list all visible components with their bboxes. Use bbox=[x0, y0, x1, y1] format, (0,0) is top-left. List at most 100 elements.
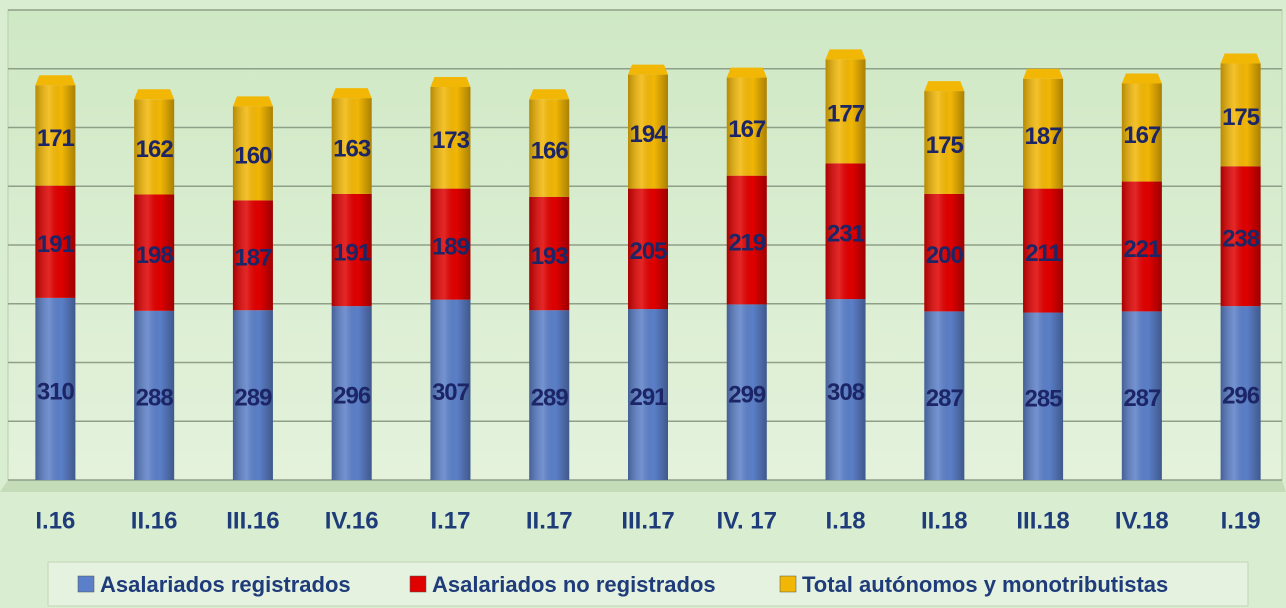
value-label: 187 bbox=[234, 245, 272, 272]
value-label: 160 bbox=[234, 143, 272, 170]
value-label: 167 bbox=[1123, 122, 1161, 149]
bar-cap bbox=[1220, 53, 1261, 64]
value-label: 200 bbox=[926, 242, 964, 269]
legend-label: Asalariados no registrados bbox=[432, 572, 716, 597]
x-tick-label: I.17 bbox=[430, 507, 470, 534]
bar-cap bbox=[331, 88, 372, 99]
bar-cap bbox=[430, 76, 471, 87]
bar-shade bbox=[134, 194, 175, 311]
value-label: 162 bbox=[136, 136, 174, 163]
legend-swatch bbox=[779, 575, 797, 593]
bar-shade bbox=[924, 91, 965, 194]
x-tick-label: II.17 bbox=[526, 507, 573, 534]
bar-shade bbox=[529, 196, 570, 311]
value-label: 173 bbox=[432, 127, 470, 154]
bar-shade bbox=[1023, 78, 1064, 189]
bar-shade bbox=[726, 175, 767, 305]
x-tick-label: I.16 bbox=[35, 507, 75, 534]
bar-shade bbox=[1023, 312, 1064, 480]
value-label: 211 bbox=[1025, 240, 1061, 267]
bar-cap bbox=[232, 96, 273, 107]
legend-label: Asalariados registrados bbox=[100, 572, 351, 597]
bar-cap bbox=[726, 67, 767, 78]
bar-shade bbox=[232, 106, 273, 201]
bar-shade bbox=[628, 188, 668, 310]
bar-cap bbox=[825, 49, 866, 60]
bar-shade bbox=[529, 99, 570, 197]
x-tick-label: I.19 bbox=[1221, 507, 1261, 534]
bar-shade bbox=[35, 85, 76, 186]
value-label: 291 bbox=[629, 384, 667, 411]
value-label: 310 bbox=[37, 378, 75, 405]
legend-box bbox=[47, 561, 1249, 607]
value-label: 308 bbox=[827, 379, 865, 406]
value-label: 285 bbox=[1025, 386, 1063, 413]
bar-shade bbox=[825, 299, 866, 480]
bar-shade bbox=[134, 99, 175, 195]
x-tick-label: II.16 bbox=[131, 507, 178, 534]
value-label: 231 bbox=[827, 221, 865, 248]
x-tick-label: I.18 bbox=[826, 507, 866, 534]
value-label: 171 bbox=[37, 125, 75, 152]
bar-shade bbox=[232, 310, 273, 480]
value-label: 296 bbox=[1222, 382, 1260, 409]
bar-shade bbox=[1121, 83, 1162, 182]
value-label: 163 bbox=[333, 135, 371, 162]
value-label: 205 bbox=[629, 238, 667, 265]
bar-shade bbox=[35, 185, 76, 298]
bar-shade bbox=[35, 297, 76, 480]
value-label: 288 bbox=[136, 385, 174, 412]
value-label: 194 bbox=[629, 121, 668, 148]
bar-shade bbox=[430, 188, 471, 300]
value-label: 175 bbox=[926, 132, 964, 159]
bar-shade bbox=[825, 163, 866, 300]
bar-shade bbox=[331, 98, 372, 194]
bar-cap bbox=[1023, 68, 1064, 79]
bar-shade bbox=[924, 311, 965, 480]
value-label: 177 bbox=[827, 101, 865, 128]
bar-shade bbox=[1121, 311, 1162, 480]
bar-shade bbox=[232, 200, 273, 311]
bar-shade bbox=[924, 193, 965, 312]
value-label: 289 bbox=[234, 384, 272, 411]
bar-shade bbox=[1220, 63, 1261, 167]
x-tick-label: III.17 bbox=[621, 507, 674, 534]
bar-cap bbox=[628, 64, 668, 75]
legend-swatch bbox=[409, 575, 427, 593]
bar-shade bbox=[726, 304, 767, 480]
bar-shade bbox=[331, 193, 372, 307]
bar-shade bbox=[430, 86, 471, 189]
value-label: 299 bbox=[728, 382, 766, 409]
value-label: 175 bbox=[1222, 104, 1260, 131]
x-tick-label: II.18 bbox=[921, 507, 968, 534]
bar-shade bbox=[1023, 188, 1064, 313]
bar-shade bbox=[529, 310, 570, 480]
value-label: 191 bbox=[333, 239, 371, 266]
value-label: 167 bbox=[728, 116, 766, 143]
value-label: 189 bbox=[432, 233, 470, 260]
legend-swatch bbox=[77, 575, 95, 593]
value-label: 191 bbox=[37, 231, 75, 258]
value-label: 219 bbox=[728, 229, 766, 256]
bar-shade bbox=[331, 306, 372, 480]
value-label: 287 bbox=[926, 385, 964, 412]
bar-cap bbox=[529, 89, 570, 100]
bar-shade bbox=[430, 299, 471, 480]
value-label: 307 bbox=[432, 379, 470, 406]
value-label: 198 bbox=[136, 242, 174, 269]
bar-shade bbox=[1220, 166, 1261, 307]
value-label: 221 bbox=[1123, 236, 1161, 263]
value-label: 193 bbox=[531, 243, 569, 270]
bar-shade bbox=[825, 59, 866, 164]
x-tick-label: III.16 bbox=[226, 507, 279, 534]
bar-shade bbox=[628, 309, 668, 480]
bar-shade bbox=[1220, 306, 1261, 480]
value-label: 166 bbox=[531, 137, 569, 164]
x-tick-label: III.18 bbox=[1016, 507, 1069, 534]
bar-shade bbox=[726, 77, 767, 176]
value-label: 238 bbox=[1222, 226, 1260, 253]
legend-label: Total autónomos y monotributistas bbox=[802, 572, 1168, 597]
floor bbox=[0, 480, 1286, 492]
value-label: 296 bbox=[333, 382, 371, 409]
